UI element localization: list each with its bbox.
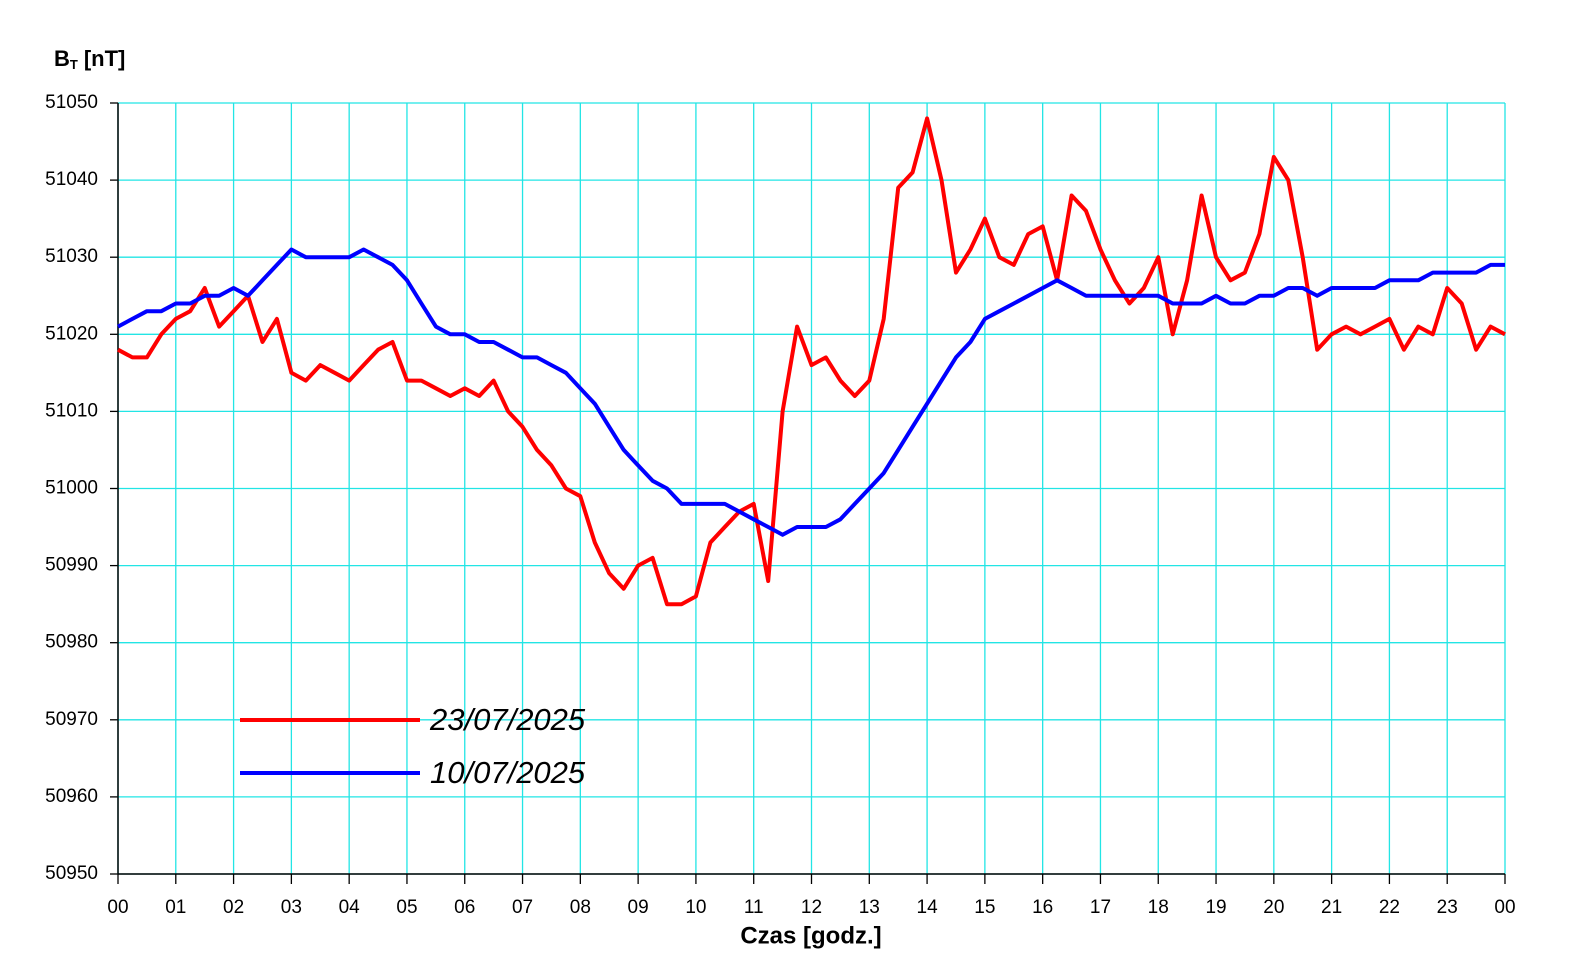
x-axis-title: Czas [godz.] bbox=[740, 922, 881, 949]
legend-label: 10/07/2025 bbox=[430, 755, 586, 790]
y-tick-label: 51010 bbox=[45, 400, 98, 421]
series-line bbox=[117, 247, 1505, 537]
x-tick-label: 14 bbox=[917, 897, 939, 918]
y-title-main: B bbox=[54, 46, 70, 71]
x-tick-label: 06 bbox=[454, 897, 475, 918]
y-title-sub: T bbox=[70, 57, 78, 72]
x-tick-label: 13 bbox=[859, 897, 880, 918]
x-tick-label: 15 bbox=[974, 897, 995, 918]
x-tick-label: 05 bbox=[396, 897, 417, 918]
x-tick-label: 07 bbox=[512, 897, 533, 918]
y-tick-label: 50970 bbox=[45, 709, 98, 730]
x-tick-label: 18 bbox=[1148, 897, 1169, 918]
x-tick-label: 21 bbox=[1321, 897, 1342, 918]
x-tick-label: 02 bbox=[223, 897, 244, 918]
x-tick-label: 01 bbox=[165, 897, 186, 918]
x-tick-label: 04 bbox=[339, 897, 361, 918]
y-tick-label: 51030 bbox=[45, 246, 98, 267]
y-tick-label: 50950 bbox=[45, 863, 98, 884]
x-tick-label: 03 bbox=[281, 897, 302, 918]
y-title-unit: [nT] bbox=[84, 46, 126, 71]
x-tick-label: 20 bbox=[1263, 897, 1284, 918]
x-tick-label: 09 bbox=[628, 897, 649, 918]
x-tick-label: 16 bbox=[1032, 897, 1053, 918]
x-tick-label: 23 bbox=[1437, 897, 1458, 918]
x-tick-label: 08 bbox=[570, 897, 591, 918]
y-axis-title: BT [nT] bbox=[54, 46, 125, 73]
series-line bbox=[117, 116, 1506, 607]
legend-label: 23/07/2025 bbox=[429, 702, 586, 737]
y-tick-label: 50990 bbox=[45, 555, 98, 576]
y-tick-label: 51050 bbox=[45, 92, 98, 113]
y-tick-label: 51000 bbox=[45, 478, 98, 499]
x-tick-label: 00 bbox=[107, 897, 128, 918]
y-tick-label: 51040 bbox=[45, 169, 98, 190]
y-tick-label: 50960 bbox=[45, 786, 98, 807]
x-tick-label: 11 bbox=[744, 897, 764, 918]
x-tick-label: 12 bbox=[801, 897, 822, 918]
y-tick-label: 51020 bbox=[45, 323, 98, 344]
y-tick-label: 50980 bbox=[45, 632, 98, 653]
x-tick-label: 17 bbox=[1090, 897, 1111, 918]
x-tick-label: 19 bbox=[1205, 897, 1226, 918]
x-tick-label: 10 bbox=[685, 897, 706, 918]
x-tick-label: 22 bbox=[1379, 897, 1400, 918]
x-tick-label: 00 bbox=[1494, 897, 1515, 918]
